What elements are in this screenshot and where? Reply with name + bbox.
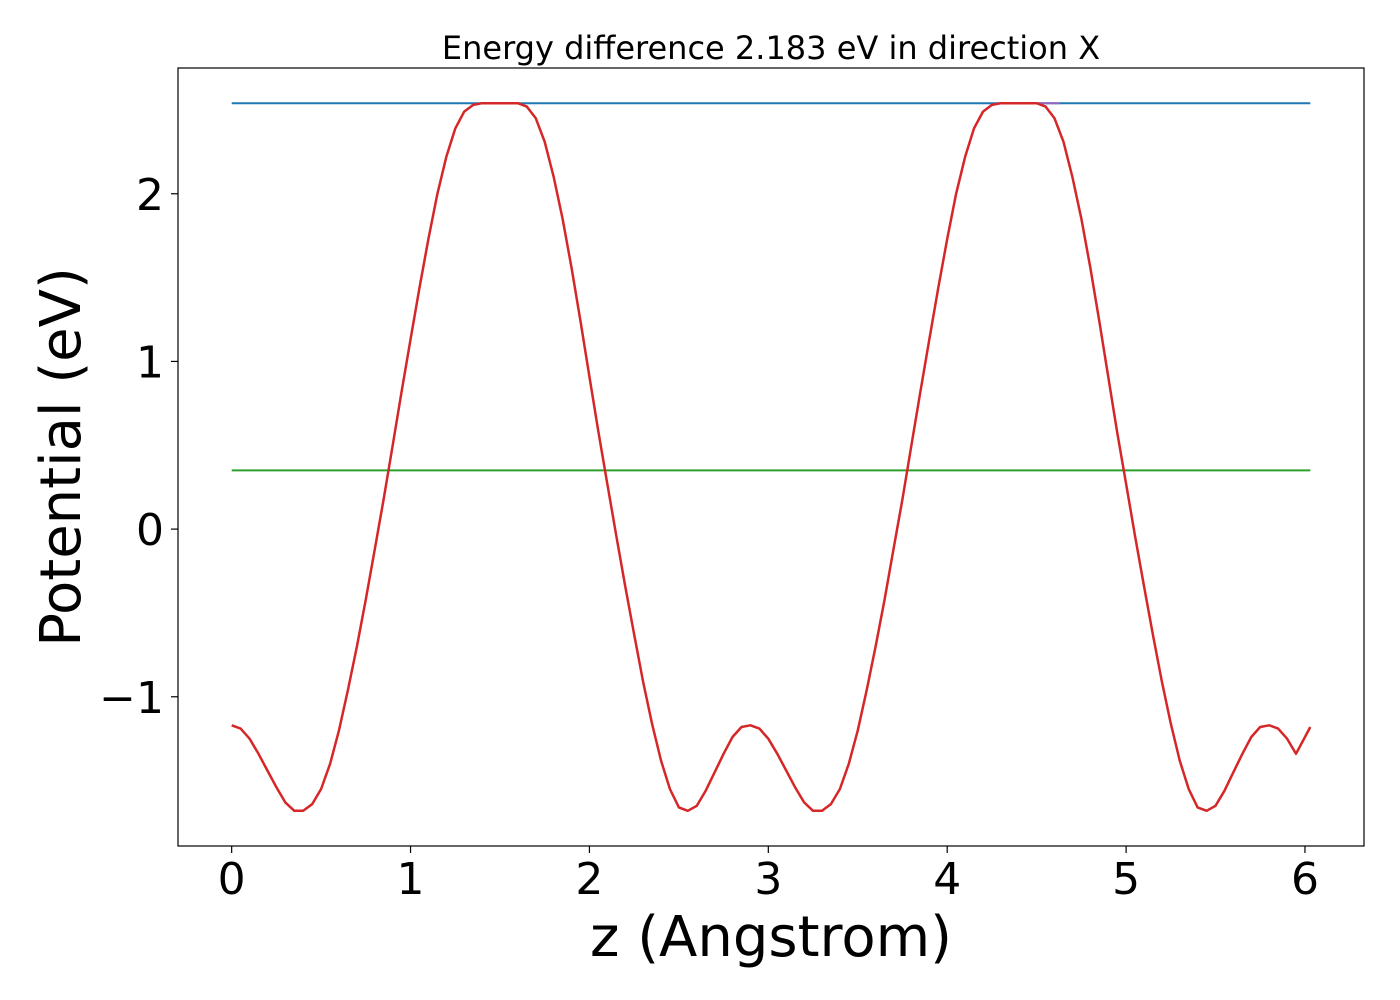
x-tick-label: 1	[397, 854, 425, 905]
y-tick-label: 0	[136, 505, 164, 556]
y-tick-label: 1	[136, 337, 164, 388]
series-line-4	[231, 101, 1312, 813]
series-layer	[231, 101, 1312, 813]
y-axis: −1 0 1 2	[99, 170, 178, 724]
x-tick-label: 0	[218, 854, 246, 905]
x-tick-label: 5	[1112, 854, 1140, 905]
y-tick-label: 2	[136, 170, 164, 221]
x-tick-label: 6	[1291, 854, 1319, 905]
x-axis: 0 1 2 3 4 5 6	[218, 846, 1319, 905]
y-axis-label: Potential (eV)	[29, 267, 94, 647]
x-axis-label: z (Angstrom)	[590, 905, 952, 970]
x-tick-label: 4	[933, 854, 961, 905]
y-tick-label: −1	[99, 673, 164, 724]
x-tick-label: 3	[754, 854, 782, 905]
chart-title: Energy difference 2.183 eV in direction …	[442, 29, 1100, 67]
x-tick-label: 2	[575, 854, 603, 905]
plot-area-frame	[177, 67, 1365, 847]
